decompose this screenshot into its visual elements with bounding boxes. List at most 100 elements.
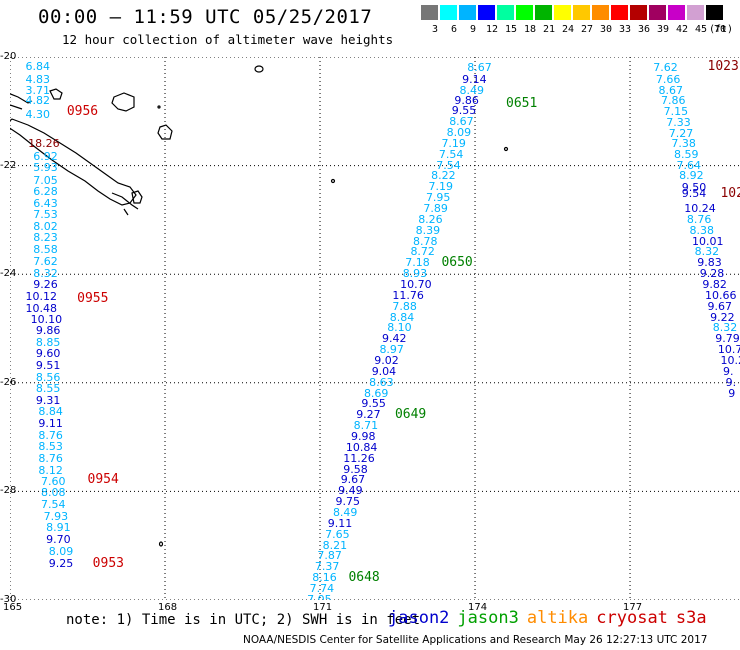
wave-height-reading: 9.86 bbox=[35, 324, 61, 338]
wave-height-reading: 7.37 bbox=[314, 560, 340, 574]
wave-height-reading: 9.11 bbox=[327, 516, 353, 530]
wave-height-reading: 8.49 bbox=[459, 83, 485, 97]
wave-height-reading: 8.78 bbox=[413, 234, 438, 248]
wave-height-reading: 8.71 bbox=[353, 419, 379, 433]
wave-height-reading: 7.86 bbox=[661, 94, 686, 108]
wave-height-reading: 11.76 bbox=[392, 288, 424, 302]
lat-label: -22 bbox=[0, 159, 17, 171]
wave-height-reading: 8.97 bbox=[379, 343, 404, 357]
scale-label: 30 bbox=[600, 24, 613, 35]
scale-label: 27 bbox=[581, 24, 594, 35]
lat-label: -26 bbox=[0, 376, 17, 388]
lifou-coastline bbox=[111, 92, 135, 112]
wave-height-reading: 8.26 bbox=[418, 212, 443, 226]
scale-swatch bbox=[592, 5, 609, 20]
wave-height-reading: 9.51 bbox=[35, 358, 61, 372]
lon-label: 171 bbox=[313, 602, 333, 613]
wave-height-reading: 8.67 bbox=[658, 83, 683, 97]
islet bbox=[330, 178, 336, 184]
scale-swatch bbox=[516, 5, 533, 20]
scale-label: 15 bbox=[505, 24, 518, 35]
scale-label: 45 bbox=[695, 24, 708, 35]
scale-swatch bbox=[459, 5, 476, 20]
scale-label: 70 bbox=[714, 24, 727, 35]
map-title: 00:00 – 11:59 UTC 05/25/2017 bbox=[38, 6, 373, 28]
wave-height-reading: 8.38 bbox=[689, 223, 714, 237]
lon-label: 165 bbox=[3, 602, 23, 613]
ouvea-coastline bbox=[49, 88, 63, 100]
pass-time-label: 0648 bbox=[348, 570, 380, 586]
wave-height-reading: 8.76 bbox=[38, 451, 63, 465]
wave-height-reading: 8.10 bbox=[387, 321, 412, 335]
wave-height-reading: 6.43 bbox=[33, 196, 58, 210]
wave-height-reading: 9.22 bbox=[710, 310, 735, 324]
scale-swatch bbox=[497, 5, 514, 20]
wave-height-reading: 8.58 bbox=[33, 243, 58, 257]
wave-height-reading: 6.92 bbox=[33, 149, 58, 163]
scale-label: 6 bbox=[451, 24, 458, 35]
map-plot-area: 6.84 4.83 3.71 4.82 4.30 18.26 6.92 5.93 7.05 6.2… bbox=[10, 57, 740, 600]
wave-height-reading: 7.87 bbox=[317, 549, 342, 563]
lon-label: 168 bbox=[158, 602, 178, 613]
wave-height-reading: 9.25 bbox=[48, 556, 74, 570]
scale-swatch bbox=[573, 5, 590, 20]
wave-height-reading: 10.66 bbox=[704, 288, 737, 302]
wave-height-reading: 9.27 bbox=[356, 408, 381, 422]
new-caledonia-coastline bbox=[10, 118, 137, 206]
wave-height-reading: 8.59 bbox=[673, 147, 699, 161]
wave-height-reading: 9.58 bbox=[343, 462, 368, 476]
wave-height-reading: 8.93 bbox=[402, 267, 428, 281]
scale-label: 42 bbox=[676, 24, 689, 35]
wave-height-reading: 8.76 bbox=[38, 428, 63, 442]
lon-label: 174 bbox=[468, 602, 488, 613]
wave-height-reading: 8.12 bbox=[38, 463, 63, 477]
wave-height-reading: 7.05 bbox=[33, 173, 58, 187]
wave-height-reading: 8.84 bbox=[389, 310, 415, 324]
scale-swatch bbox=[611, 5, 628, 20]
wave-height-reading: 9.82 bbox=[702, 277, 727, 291]
scale-swatch bbox=[668, 5, 685, 20]
wave-height-reading: 8.02 bbox=[33, 220, 58, 234]
graticule bbox=[10, 57, 740, 600]
lat-label: -20 bbox=[0, 51, 17, 62]
lon-label: 177 bbox=[623, 602, 643, 613]
scale-label: 39 bbox=[657, 24, 670, 35]
wave-height-reading: 9.26 bbox=[33, 277, 58, 291]
wave-height-reading: 8.84 bbox=[38, 405, 63, 419]
legend-cryosat: cryosat bbox=[596, 608, 668, 628]
wave-height-reading: 7.18 bbox=[405, 256, 430, 270]
wave-height-reading: 9.04 bbox=[371, 364, 397, 378]
scale-label: 18 bbox=[524, 24, 537, 35]
map-canvas bbox=[10, 57, 740, 600]
wave-height-reading: 8.53 bbox=[38, 440, 63, 454]
wave-height-reading: 9.50 bbox=[681, 181, 707, 195]
legend-s3a: s3a bbox=[675, 608, 707, 628]
wave-height-reading: 9.67 bbox=[707, 299, 733, 313]
wave-height-reading: 8.67 bbox=[449, 115, 474, 129]
wave-height-reading: 7.15 bbox=[663, 105, 689, 119]
wave-height-reading: 10.24 bbox=[684, 201, 716, 215]
scale-unit: (ft) bbox=[709, 24, 734, 35]
wave-height-reading: 8.32 bbox=[33, 267, 58, 281]
lat-label: -24 bbox=[0, 268, 17, 280]
islet bbox=[158, 541, 164, 547]
wave-height-reading: 9. bbox=[723, 364, 734, 378]
wave-height-reading: 9 bbox=[728, 386, 736, 400]
scale-label: 33 bbox=[619, 24, 632, 35]
walpole-island bbox=[254, 65, 264, 73]
coastline bbox=[10, 65, 509, 547]
northern-reefs bbox=[10, 93, 33, 110]
wave-height-reading: 7.88 bbox=[392, 299, 417, 313]
wave-height-reading: 9.67 bbox=[340, 473, 366, 487]
legend-jason3: jason3 bbox=[457, 608, 519, 628]
wave-height-reading: 10.2 bbox=[720, 353, 740, 367]
isle-of-pines-coastline bbox=[131, 190, 143, 204]
wave-height-reading: 9.55 bbox=[361, 397, 386, 411]
wave-height-reading: 9.55 bbox=[451, 104, 477, 118]
wave-height-reading: 8.32 bbox=[712, 321, 738, 335]
wave-height-reading: 4.82 bbox=[25, 94, 51, 108]
wave-height-reading: 8.32 bbox=[694, 245, 720, 259]
wave-height-reading: 9.42 bbox=[382, 332, 407, 346]
scale-swatch bbox=[630, 5, 647, 20]
lat-label: -28 bbox=[0, 485, 17, 497]
